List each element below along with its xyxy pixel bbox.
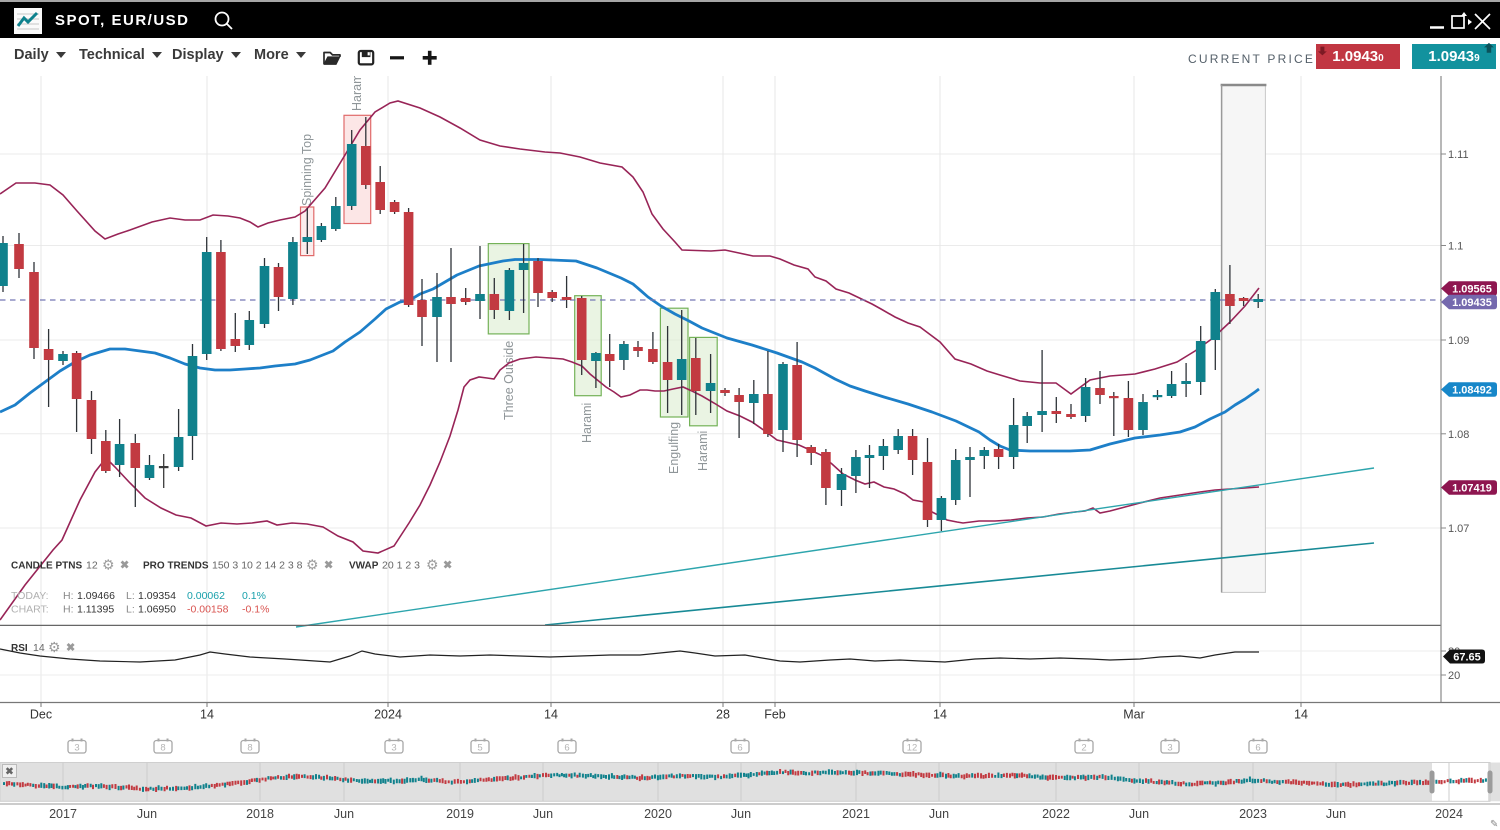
svg-text:1.11: 1.11 (1448, 149, 1469, 161)
svg-text:1.1: 1.1 (1448, 241, 1463, 253)
svg-text:Jun: Jun (929, 807, 949, 821)
svg-text:14: 14 (200, 708, 214, 722)
svg-text:2022: 2022 (1042, 807, 1070, 821)
svg-text:PRO TRENDS: PRO TRENDS (143, 561, 209, 572)
svg-text:Engulfing: Engulfing (667, 422, 681, 474)
svg-text:⚙: ⚙ (306, 557, 319, 573)
svg-text:3: 3 (1167, 743, 1172, 754)
svg-text:✖: ✖ (120, 560, 129, 572)
svg-text:Dec: Dec (30, 708, 52, 722)
svg-text:✖: ✖ (324, 560, 333, 572)
svg-text:-0.1%: -0.1% (242, 604, 269, 616)
svg-text:1.11395: 1.11395 (77, 604, 114, 616)
svg-text:12: 12 (86, 560, 98, 572)
svg-text:TODAY:: TODAY: (11, 590, 49, 602)
svg-text:H:: H: (63, 590, 74, 602)
svg-text:L:: L: (126, 604, 135, 616)
svg-text:1.09435: 1.09435 (1452, 297, 1492, 309)
svg-text:Feb: Feb (764, 708, 786, 722)
svg-text:Mar: Mar (1123, 708, 1145, 722)
svg-text:CANDLE PTNS: CANDLE PTNS (11, 561, 82, 572)
svg-text:8: 8 (247, 743, 252, 754)
svg-text:1.09466: 1.09466 (77, 590, 115, 602)
svg-text:1.09354: 1.09354 (138, 590, 176, 602)
svg-text:1.08: 1.08 (1448, 429, 1469, 441)
svg-text:✎: ✎ (1490, 819, 1498, 830)
svg-text:2024: 2024 (1435, 807, 1463, 821)
svg-text:6: 6 (1255, 743, 1260, 754)
svg-text:✖: ✖ (443, 560, 452, 572)
svg-text:1.09565: 1.09565 (1452, 284, 1492, 296)
svg-text:14: 14 (933, 708, 947, 722)
svg-text:VWAP: VWAP (349, 561, 379, 572)
svg-text:2021: 2021 (842, 807, 870, 821)
svg-text:Harami: Harami (580, 403, 594, 443)
svg-text:RSI: RSI (11, 643, 28, 654)
svg-text:14: 14 (1294, 708, 1308, 722)
svg-text:3: 3 (74, 743, 79, 754)
svg-text:150 3 10 2 14 2 3 8: 150 3 10 2 14 2 3 8 (212, 560, 303, 572)
svg-text:3: 3 (391, 743, 396, 754)
svg-text:1.09: 1.09 (1448, 335, 1469, 347)
svg-text:Jun: Jun (1129, 807, 1149, 821)
svg-text:⚙: ⚙ (426, 557, 439, 573)
svg-text:2024: 2024 (374, 708, 402, 722)
svg-text:2: 2 (1081, 743, 1086, 754)
svg-text:14: 14 (33, 642, 45, 654)
svg-text:28: 28 (716, 708, 730, 722)
svg-text:Jun: Jun (137, 807, 157, 821)
svg-text:L:: L: (126, 590, 135, 602)
svg-text:Spinning Top: Spinning Top (300, 134, 314, 206)
svg-text:0.00062: 0.00062 (187, 590, 225, 602)
svg-text:2017: 2017 (49, 807, 77, 821)
svg-text:8: 8 (160, 743, 165, 754)
svg-text:Harami: Harami (696, 431, 710, 471)
svg-text:Jun: Jun (731, 807, 751, 821)
svg-text:1.06950: 1.06950 (138, 604, 176, 616)
svg-text:6: 6 (564, 743, 569, 754)
svg-text:✖: ✖ (5, 767, 13, 778)
svg-text:1.08492: 1.08492 (1452, 385, 1492, 397)
svg-text:Jun: Jun (1326, 807, 1346, 821)
svg-text:20 1 2 3: 20 1 2 3 (382, 560, 420, 572)
svg-text:2019: 2019 (446, 807, 474, 821)
svg-text:14: 14 (544, 708, 558, 722)
svg-text:Harami: Harami (350, 71, 364, 111)
svg-text:2018: 2018 (246, 807, 274, 821)
svg-text:0.1%: 0.1% (242, 590, 266, 602)
svg-text:Jun: Jun (334, 807, 354, 821)
svg-text:12: 12 (907, 743, 918, 754)
svg-text:CHART:: CHART: (11, 604, 49, 616)
svg-text:1.07: 1.07 (1448, 523, 1469, 535)
svg-text:20: 20 (1448, 670, 1460, 682)
svg-text:1.07419: 1.07419 (1452, 483, 1492, 495)
svg-text:✖: ✖ (66, 642, 75, 654)
svg-text:2023: 2023 (1239, 807, 1267, 821)
svg-text:⚙: ⚙ (102, 557, 115, 573)
svg-text:6: 6 (737, 743, 742, 754)
svg-text:⚙: ⚙ (48, 639, 61, 655)
svg-text:-0.00158: -0.00158 (187, 604, 229, 616)
svg-text:2020: 2020 (644, 807, 672, 821)
svg-text:67.65: 67.65 (1453, 652, 1481, 664)
svg-text:Jun: Jun (533, 807, 553, 821)
svg-text:Three Outside: Three Outside (502, 341, 516, 420)
svg-text:H:: H: (63, 604, 74, 616)
svg-text:5: 5 (477, 743, 482, 754)
